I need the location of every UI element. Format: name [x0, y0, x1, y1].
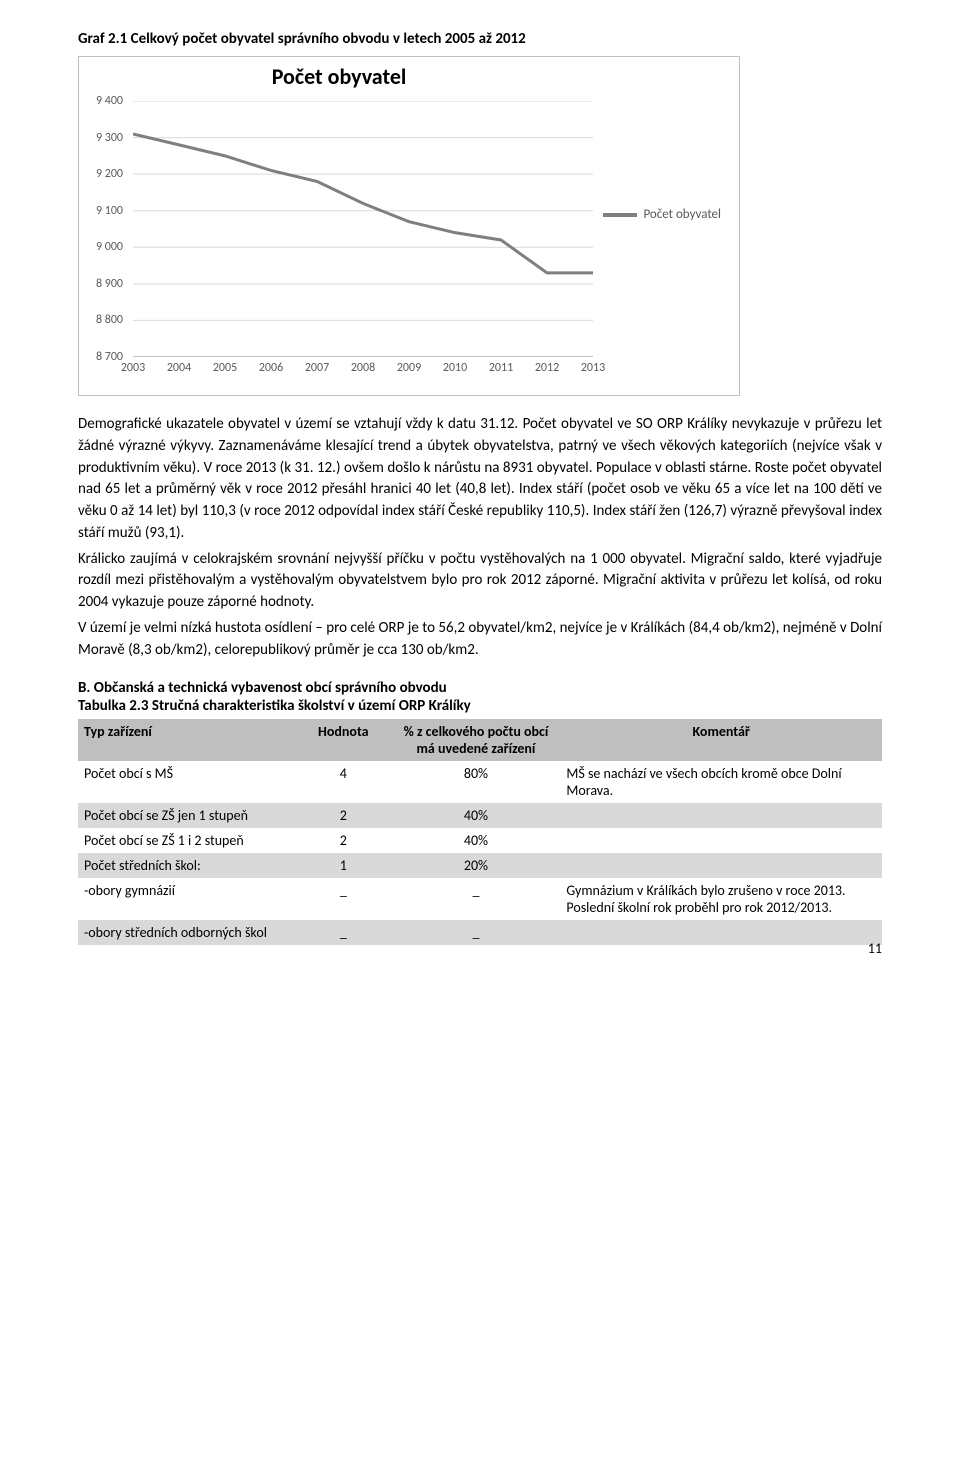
- legend-swatch: [603, 213, 637, 217]
- table-header-cell: % z celkového počtu obcí má uvedené zaří…: [392, 719, 561, 761]
- table-cell: _: [295, 920, 391, 945]
- table-cell: [560, 803, 882, 828]
- section-b-title: B. Občanská a technická vybavenost obcí …: [78, 679, 882, 697]
- table-row: -obory gymnázií__Gymnázium v Králíkách b…: [78, 878, 882, 920]
- chart-x-labels: 2003200420052006200720082009201020112012…: [133, 361, 593, 381]
- table-cell: 40%: [392, 803, 561, 828]
- table-cell: Počet obcí se ZŠ jen 1 stupeň: [78, 803, 295, 828]
- chart-x-tick-label: 2012: [535, 361, 559, 375]
- table-row: -obory středních odborných škol__: [78, 920, 882, 945]
- chart-y-tick-label: 9 400: [96, 94, 123, 108]
- chart-x-tick-label: 2011: [489, 361, 513, 375]
- table-cell: -obory gymnázií: [78, 878, 295, 920]
- legend-label: Počet obyvatel: [643, 207, 721, 222]
- table-cell: 80%: [392, 761, 561, 803]
- table-cell: Počet středních škol:: [78, 853, 295, 878]
- chart-x-tick-label: 2007: [305, 361, 329, 375]
- graf-heading: Graf 2.1 Celkový počet obyvatel správníh…: [78, 30, 882, 48]
- table-cell: Počet obcí s MŠ: [78, 761, 295, 803]
- table-cell: [560, 828, 882, 853]
- table-cell: 2: [295, 803, 391, 828]
- table-cell: _: [392, 878, 561, 920]
- chart-y-tick-label: 9 000: [96, 240, 123, 254]
- paragraph-3: V území je velmi nízká hustota osídlení …: [78, 618, 882, 662]
- chart-x-tick-label: 2008: [351, 361, 375, 375]
- table-cell: 2: [295, 828, 391, 853]
- table-cell: _: [392, 920, 561, 945]
- chart-x-tick-label: 2004: [167, 361, 191, 375]
- chart-x-tick-label: 2013: [581, 361, 605, 375]
- table-cell: 4: [295, 761, 391, 803]
- table-row: Počet středních škol:120%: [78, 853, 882, 878]
- chart-legend: Počet obyvatel: [603, 207, 721, 222]
- chart-y-tick-label: 9 200: [96, 167, 123, 181]
- paragraph-1: Demografické ukazatele obyvatel v území …: [78, 414, 882, 545]
- chart-y-tick-label: 9 100: [96, 204, 123, 218]
- paragraph-2: Králicko zaujímá v celokrajském srovnání…: [78, 549, 882, 614]
- page-number: 11: [868, 940, 882, 957]
- chart-container: Počet obyvatel 8 700 8 800 8 900 9 000 9 100…: [78, 56, 740, 396]
- chart-y-labels: 8 7008 8008 9009 0009 1009 2009 3009 400: [79, 101, 129, 357]
- table-cell: Gymnázium v Králíkách bylo zrušeno v roc…: [560, 878, 882, 920]
- table-cell: 40%: [392, 828, 561, 853]
- table-row: Počet obcí se ZŠ 1 i 2 stupeň240%: [78, 828, 882, 853]
- table-title: Tabulka 2.3 Stručná charakteristika škol…: [78, 697, 882, 715]
- chart-x-tick-label: 2003: [121, 361, 145, 375]
- table-cell: [560, 853, 882, 878]
- chart-x-tick-label: 2005: [213, 361, 237, 375]
- chart-y-tick-label: 9 300: [96, 131, 123, 145]
- table-schools: Typ zařízeníHodnota% z celkového počtu o…: [78, 719, 882, 945]
- table-row: Počet obcí s MŠ480%MŠ se nachází ve všec…: [78, 761, 882, 803]
- chart-x-tick-label: 2009: [397, 361, 421, 375]
- table-header-cell: Typ zařízení: [78, 719, 295, 761]
- table-body: Počet obcí s MŠ480%MŠ se nachází ve všec…: [78, 761, 882, 945]
- chart-y-tick-label: 8 900: [96, 277, 123, 291]
- table-cell: [560, 920, 882, 945]
- table-cell: 1: [295, 853, 391, 878]
- table-cell: MŠ se nachází ve všech obcích kromě obce…: [560, 761, 882, 803]
- chart-x-tick-label: 2010: [443, 361, 467, 375]
- chart-y-tick-label: 8 800: [96, 313, 123, 327]
- table-cell: _: [295, 878, 391, 920]
- table-header-cell: Komentář: [560, 719, 882, 761]
- chart-x-tick-label: 2006: [259, 361, 283, 375]
- chart-title: Počet obyvatel: [79, 63, 599, 90]
- table-header-row: Typ zařízeníHodnota% z celkového počtu o…: [78, 719, 882, 761]
- chart-y-tick-label: 8 700: [96, 350, 123, 364]
- table-cell: Počet obcí se ZŠ 1 i 2 stupeň: [78, 828, 295, 853]
- chart-plot: [133, 101, 593, 357]
- table-header-cell: Hodnota: [295, 719, 391, 761]
- table-row: Počet obcí se ZŠ jen 1 stupeň240%: [78, 803, 882, 828]
- table-cell: -obory středních odborných škol: [78, 920, 295, 945]
- table-cell: 20%: [392, 853, 561, 878]
